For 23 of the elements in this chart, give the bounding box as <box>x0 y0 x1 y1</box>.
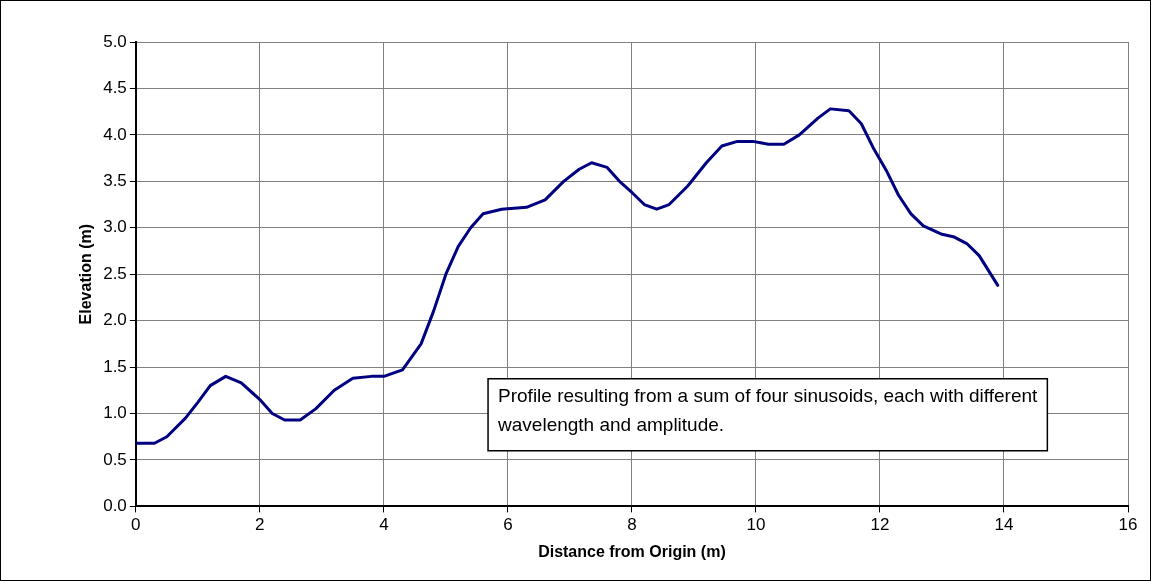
x-tick-label: 6 <box>503 515 513 535</box>
y-tick-label: 1.5 <box>103 356 127 376</box>
y-tick-label: 4.0 <box>103 124 127 144</box>
y-tick-label: 1.0 <box>103 403 127 423</box>
x-tick-label: 14 <box>994 515 1014 535</box>
y-tick-label: 2.0 <box>103 310 127 330</box>
y-tick-label: 4.5 <box>103 78 127 98</box>
y-axis-title: Elevation (m) <box>77 223 95 325</box>
y-tick-label: 0.0 <box>103 496 127 516</box>
x-tick-label: 16 <box>1118 515 1138 535</box>
x-tick-label: 12 <box>870 515 890 535</box>
x-tick-label: 0 <box>131 515 141 535</box>
y-tick-label: 2.5 <box>103 263 127 283</box>
x-tick-label: 10 <box>746 515 766 535</box>
x-tick-label: 2 <box>255 515 265 535</box>
y-tick-label: 3.5 <box>103 171 127 191</box>
y-tick-label: 5.0 <box>103 31 127 51</box>
y-tick-label: 3.0 <box>103 217 127 237</box>
x-axis-title: Distance from Origin (m) <box>538 542 726 560</box>
x-tick-label: 8 <box>627 515 637 535</box>
annotation: Profile resulting from a sum of four sinusoids, each with different wavelength and amplitude. <box>497 385 1039 436</box>
x-tick-label: 4 <box>379 515 389 535</box>
y-tick-label: 0.5 <box>103 449 127 469</box>
